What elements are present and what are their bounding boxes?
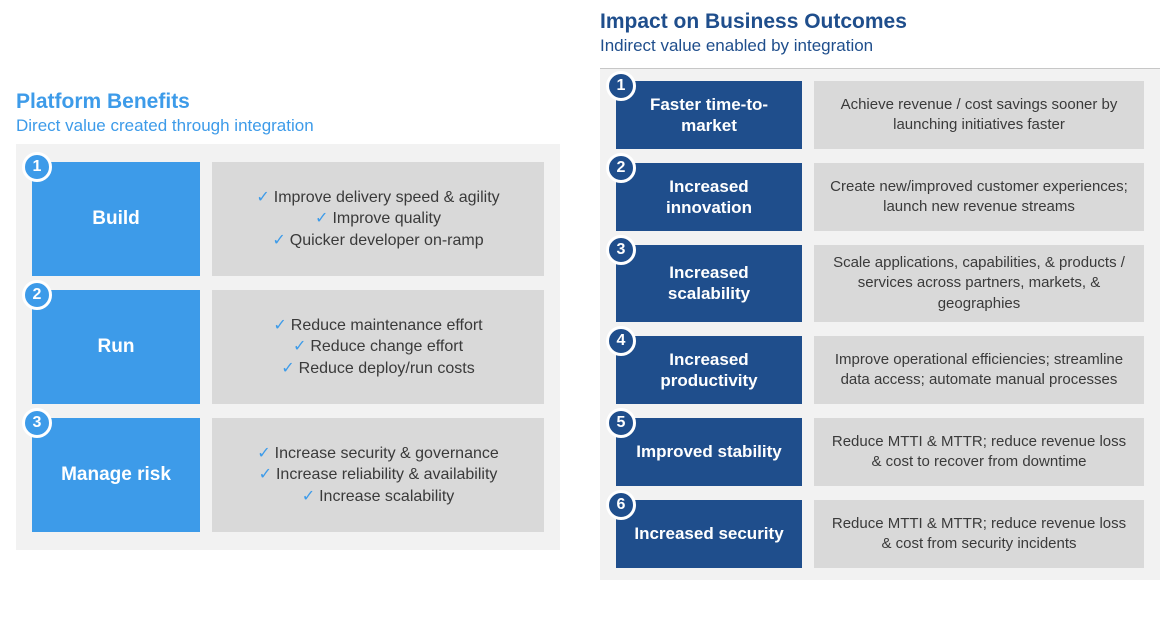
outcome-row-6: 6 Increased security Reduce MTTI & MTTR;… xyxy=(616,500,1144,568)
benefit-content-manage-risk: ✓Increase security & governance ✓Increas… xyxy=(212,418,544,532)
outcome-label-1: Faster time-to-market xyxy=(616,81,802,149)
infographic-container: Platform Benefits Direct value created t… xyxy=(0,0,1161,630)
check-icon: ✓ xyxy=(272,232,285,249)
outcome-label-2: Increased innovation xyxy=(616,163,802,231)
check-icon: ✓ xyxy=(281,360,294,377)
check-item: ✓Reduce change effort xyxy=(293,336,463,358)
check-item: ✓ Reduce deploy/run costs xyxy=(281,358,475,380)
right-subtitle: Indirect value enabled by integration xyxy=(600,36,1160,56)
badge-2: 2 xyxy=(22,280,52,310)
outcome-row-2: 2 Increased innovation Create new/improv… xyxy=(616,163,1144,231)
business-outcomes-panel: Impact on Business Outcomes Indirect val… xyxy=(600,0,1160,630)
outcome-row-4: 4 Increased productivity Improve operati… xyxy=(616,336,1144,404)
check-icon: ✓ xyxy=(257,445,270,462)
left-title: Platform Benefits xyxy=(16,90,560,114)
outcome-desc-6: Reduce MTTI & MTTR; reduce revenue loss … xyxy=(814,500,1144,568)
check-icon: ✓ xyxy=(315,210,328,227)
check-text: Quicker developer on-ramp xyxy=(290,232,484,249)
outcome-label-3: Increased scalability xyxy=(616,245,802,322)
check-icon: ✓ xyxy=(273,317,286,334)
badge-r1: 1 xyxy=(606,71,636,101)
outcome-desc-5: Reduce MTTI & MTTR; reduce revenue loss … xyxy=(814,418,1144,486)
right-header: Impact on Business Outcomes Indirect val… xyxy=(600,10,1160,68)
outcome-desc-1: Achieve revenue / cost savings sooner by… xyxy=(814,81,1144,149)
platform-benefits-panel: Platform Benefits Direct value created t… xyxy=(0,0,560,630)
check-icon: ✓ xyxy=(259,466,272,483)
badge-r6: 6 xyxy=(606,490,636,520)
outcome-label-4: Increased productivity xyxy=(616,336,802,404)
benefit-content-run: ✓Reduce maintenance effort ✓Reduce chang… xyxy=(212,290,544,404)
check-item: ✓Increase scalability xyxy=(302,486,455,508)
check-item: ✓ Quicker developer on-ramp xyxy=(272,230,483,252)
right-body: 1 Faster time-to-market Achieve revenue … xyxy=(600,68,1160,580)
check-item: ✓Improve quality xyxy=(315,208,441,230)
outcome-row-3: 3 Increased scalability Scale applicatio… xyxy=(616,245,1144,322)
check-text: Increase reliability & availability xyxy=(276,466,497,483)
check-text: Reduce maintenance effort xyxy=(291,317,483,334)
outcome-row-5: 5 Improved stability Reduce MTTI & MTTR;… xyxy=(616,418,1144,486)
benefit-content-build: ✓Improve delivery speed & agility ✓Impro… xyxy=(212,162,544,276)
benefit-row-manage-risk: 3 Manage risk ✓Increase security & gover… xyxy=(32,418,544,532)
benefit-label-build: Build xyxy=(32,162,200,276)
badge-r3: 3 xyxy=(606,235,636,265)
check-item: ✓ Improve delivery speed & agility xyxy=(256,187,499,209)
check-icon: ✓ xyxy=(256,189,269,206)
check-icon: ✓ xyxy=(302,488,315,505)
benefit-row-build: 1 Build ✓Improve delivery speed & agilit… xyxy=(32,162,544,276)
check-item: ✓ Increase security & governance xyxy=(257,443,499,465)
badge-r5: 5 xyxy=(606,408,636,438)
left-subtitle: Direct value created through integration xyxy=(16,116,560,136)
left-header: Platform Benefits Direct value created t… xyxy=(16,90,560,136)
check-text: Improve quality xyxy=(332,210,441,227)
outcome-desc-3: Scale applications, capabilities, & prod… xyxy=(814,245,1144,322)
check-text: Reduce deploy/run costs xyxy=(299,360,475,377)
check-text: Improve delivery speed & agility xyxy=(274,189,500,206)
outcome-row-1: 1 Faster time-to-market Achieve revenue … xyxy=(616,81,1144,149)
outcome-desc-4: Improve operational efficiencies; stream… xyxy=(814,336,1144,404)
check-text: Increase scalability xyxy=(319,488,454,505)
check-item: ✓Increase reliability & availability xyxy=(259,464,498,486)
outcome-label-5: Improved stability xyxy=(616,418,802,486)
right-title: Impact on Business Outcomes xyxy=(600,10,1160,34)
benefit-label-run: Run xyxy=(32,290,200,404)
benefit-label-manage-risk: Manage risk xyxy=(32,418,200,532)
check-text: Increase security & governance xyxy=(275,445,499,462)
check-icon: ✓ xyxy=(293,338,306,355)
left-body: 1 Build ✓ Improve delivery speed & agilit… xyxy=(16,144,560,550)
outcome-desc-2: Create new/improved customer experiences… xyxy=(814,163,1144,231)
badge-r4: 4 xyxy=(606,326,636,356)
badge-3: 3 xyxy=(22,408,52,438)
badge-r2: 2 xyxy=(606,153,636,183)
check-text: Reduce change effort xyxy=(310,338,463,355)
benefit-row-run: 2 Run ✓Reduce maintenance effort ✓Reduce… xyxy=(32,290,544,404)
badge-1: 1 xyxy=(22,152,52,182)
check-item: ✓ Reduce maintenance effort xyxy=(273,315,482,337)
outcome-label-6: Increased security xyxy=(616,500,802,568)
